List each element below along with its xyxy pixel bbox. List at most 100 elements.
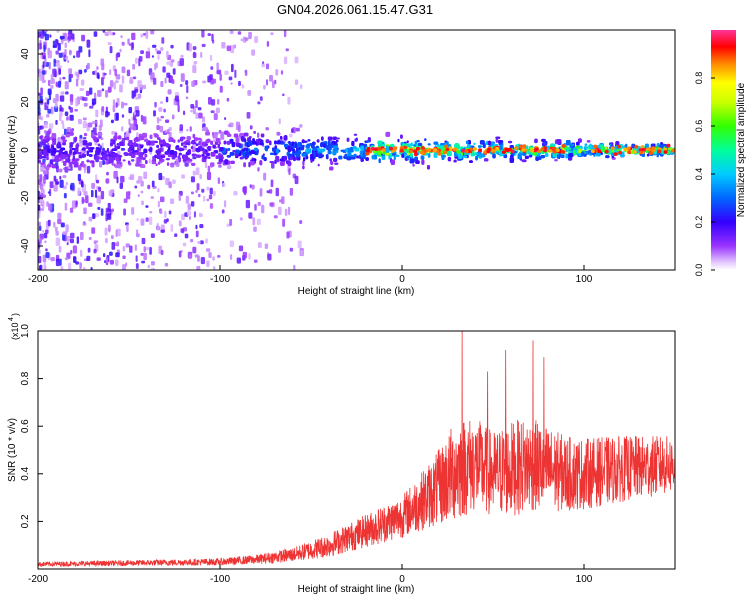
heatmap-cell: [129, 76, 134, 85]
heatmap-cell: [95, 133, 98, 136]
heatmap-cell: [111, 242, 116, 250]
heatmap-cell: [244, 69, 248, 76]
heatmap-cell: [47, 88, 52, 95]
heatmap-cell: [170, 44, 174, 49]
heatmap-cell: [73, 256, 77, 263]
heatmap-cell: [166, 50, 169, 58]
heatmap-cell: [210, 140, 214, 145]
heatmap-cell: [185, 142, 190, 145]
heatmap-cell: [122, 245, 126, 252]
heatmap-cell: [288, 206, 291, 215]
heatmap-cell: [305, 149, 309, 153]
heatmap-cell: [656, 152, 659, 158]
heatmap-cell: [110, 235, 114, 240]
heatmap-cell: [181, 213, 185, 221]
heatmap-cell: [42, 229, 45, 233]
heatmap-cell: [199, 224, 204, 229]
heatmap-cell: [45, 114, 50, 118]
heatmap-cell: [115, 259, 119, 266]
heatmap-cell: [521, 159, 527, 163]
heatmap-cell: [420, 155, 425, 160]
heatmap-cell: [84, 69, 87, 73]
heatmap-cell: [44, 240, 47, 244]
heatmap-cell: [210, 66, 214, 70]
heatmap-cell: [223, 140, 227, 145]
heatmap-cell: [305, 156, 309, 159]
heatmap-cell: [347, 151, 352, 157]
heatmap-cell: [125, 243, 130, 248]
heatmap-cell: [297, 142, 302, 148]
snr-multiplier: (x10 4 ): [8, 313, 20, 340]
heatmap-cell: [86, 39, 91, 48]
heatmap-cell: [391, 153, 396, 156]
heatmap-cell: [206, 171, 212, 180]
heatmap-cell: [229, 240, 235, 248]
heatmap-cell: [115, 156, 120, 162]
heatmap-cell: [110, 138, 113, 144]
heatmap-cell: [193, 60, 198, 65]
heatmap-cell: [158, 172, 163, 181]
heatmap-cell: [69, 132, 74, 136]
heatmap-cell: [120, 175, 125, 183]
heatmap-cell: [129, 174, 135, 180]
heatmap-cell: [658, 144, 664, 148]
heatmap-cell: [427, 143, 431, 146]
heatmap-cell: [444, 144, 449, 149]
heatmap-cells: [38, 30, 675, 270]
heatmap-cell: [530, 145, 533, 148]
heatmap-cell: [499, 144, 503, 151]
heatmap-cell: [100, 208, 104, 216]
heatmap-cell: [60, 156, 64, 160]
heatmap-cell: [190, 176, 195, 183]
heatmap-cell: [611, 142, 614, 148]
heatmap-cell: [131, 42, 134, 49]
heatmap-cell: [38, 179, 42, 185]
heatmap-cell: [573, 149, 576, 156]
heatmap-cell: [127, 160, 131, 165]
heatmap-cell: [149, 210, 153, 214]
heatmap-cell: [534, 147, 539, 151]
heatmap-cell: [192, 246, 197, 254]
snr-series-line: [38, 331, 675, 568]
heatmap-cell: [190, 104, 195, 109]
heatmap-cell: [657, 149, 662, 154]
heatmap-cell: [85, 195, 89, 204]
heatmap-cell: [155, 163, 158, 167]
heatmap-cell: [168, 146, 171, 151]
heatmap-cell: [173, 139, 176, 143]
heatmap-cell: [234, 69, 237, 78]
heatmap-cell: [294, 79, 299, 85]
heatmap-cell: [510, 149, 515, 154]
heatmap-cell: [91, 162, 95, 168]
heatmap-cell: [188, 43, 192, 52]
heatmap-cell: [38, 107, 41, 116]
heatmap-cell: [332, 136, 337, 140]
heatmap-cell: [445, 147, 450, 152]
heatmap-cell: [59, 65, 62, 69]
heatmap-cell: [40, 87, 43, 96]
heatmap-cell: [104, 227, 108, 236]
heatmap-cell: [201, 188, 205, 193]
heatmap-cell: [371, 154, 375, 160]
heatmap-cell: [318, 153, 322, 159]
heatmap-cell: [180, 136, 186, 140]
heatmap-cell: [416, 140, 420, 143]
heatmap-cell: [279, 141, 285, 145]
heatmap-cell: [530, 148, 535, 153]
snr-multiplier-close: ): [10, 313, 20, 316]
heatmap-cell: [238, 80, 241, 87]
heatmap-cell: [388, 146, 393, 151]
heatmap-cell: [335, 139, 339, 143]
heatmap-cell: [252, 217, 256, 226]
heatmap-cell: [155, 62, 158, 69]
heatmap-cell: [254, 36, 259, 43]
heatmap-cell: [53, 184, 58, 192]
heatmap-cell: [52, 45, 58, 49]
heatmap-cell: [470, 152, 475, 157]
snr-frame: [37, 330, 676, 570]
heatmap-cell: [75, 261, 80, 265]
heatmap-cell: [166, 61, 171, 65]
heatmap-cell: [89, 147, 95, 150]
heatmap-cell: [238, 245, 244, 252]
heatmap-cell: [43, 232, 48, 239]
